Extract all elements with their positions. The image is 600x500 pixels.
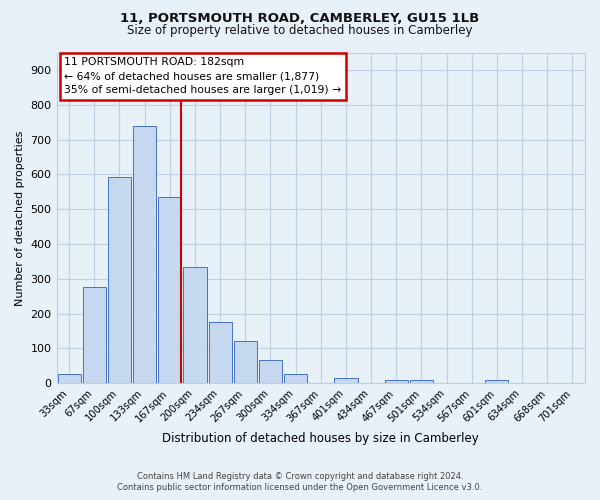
Text: Size of property relative to detached houses in Camberley: Size of property relative to detached ho… (127, 24, 473, 37)
Text: 11, PORTSMOUTH ROAD, CAMBERLEY, GU15 1LB: 11, PORTSMOUTH ROAD, CAMBERLEY, GU15 1LB (121, 12, 479, 26)
Bar (58, 374, 80, 383)
Bar (259, 360, 282, 383)
Bar (334, 378, 358, 383)
Bar (485, 380, 508, 383)
Text: Contains HM Land Registry data © Crown copyright and database right 2024.
Contai: Contains HM Land Registry data © Crown c… (118, 472, 482, 492)
Bar (209, 322, 232, 383)
Bar (133, 126, 156, 383)
Y-axis label: Number of detached properties: Number of detached properties (15, 130, 25, 306)
Bar (410, 380, 433, 383)
Bar (284, 374, 307, 383)
Bar (83, 288, 106, 383)
Bar (385, 380, 408, 383)
Text: 11 PORTSMOUTH ROAD: 182sqm
← 64% of detached houses are smaller (1,877)
35% of s: 11 PORTSMOUTH ROAD: 182sqm ← 64% of deta… (64, 58, 342, 96)
X-axis label: Distribution of detached houses by size in Camberley: Distribution of detached houses by size … (163, 432, 479, 445)
Bar (108, 177, 131, 383)
Bar (158, 197, 181, 383)
Bar (234, 342, 257, 383)
Bar (184, 266, 206, 383)
